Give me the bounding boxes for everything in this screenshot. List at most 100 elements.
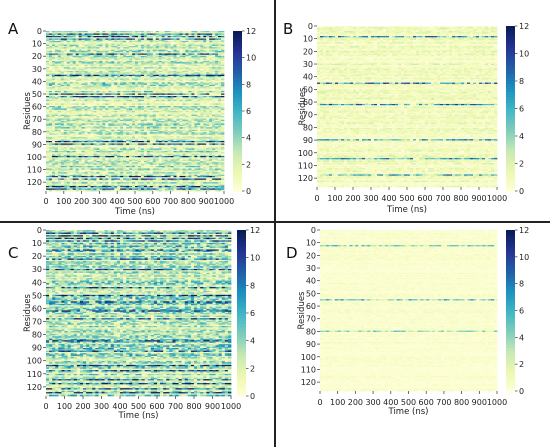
y-tick-label: 70	[32, 115, 42, 124]
colorbar-step	[506, 388, 515, 391]
colorbar-step	[233, 116, 242, 119]
colorbar-step	[506, 241, 515, 244]
y-tick-label: 10	[306, 239, 316, 248]
colorbar-tick-label: 2	[519, 360, 524, 369]
y-tick-label: 20	[32, 52, 42, 61]
colorbar-step	[237, 324, 246, 327]
colorbar-step	[237, 366, 246, 369]
colorbar-step	[506, 166, 515, 169]
colorbar-step	[233, 55, 242, 58]
y-tick-label: 60	[32, 304, 42, 313]
colorbar-step	[506, 111, 515, 114]
y-tick-label: 0	[311, 226, 316, 235]
colorbar-step	[233, 82, 242, 85]
colorbar-step	[237, 352, 246, 355]
y-axis-label: Residues	[23, 293, 33, 332]
colorbar-tick-label: 8	[519, 77, 524, 86]
x-axis-label: Time (ns)	[118, 411, 159, 421]
colorbar-step	[506, 327, 515, 330]
colorbar-step	[506, 260, 515, 263]
x-tick-label: 100	[56, 197, 71, 206]
colorbar-step	[506, 40, 515, 43]
colorbar-step	[237, 266, 246, 269]
x-tick-label: 700	[436, 398, 451, 407]
colorbar-step	[233, 154, 242, 157]
colorbar-step	[506, 332, 515, 335]
colorbar-step	[506, 313, 515, 316]
colorbar-step	[506, 34, 515, 37]
colorbar-step	[233, 140, 242, 143]
colorbar-step	[506, 45, 515, 48]
colorbar-step	[506, 284, 515, 287]
colorbar-tick-label: 4	[250, 337, 255, 346]
colorbar-step	[233, 178, 242, 181]
colorbar-step	[237, 230, 246, 233]
x-axis: 0 100 200 300 400 500 600 700 800 900 1000	[43, 191, 234, 206]
colorbar-step	[233, 60, 242, 63]
colorbar-step	[506, 158, 515, 161]
colorbar-tick-label: 2	[250, 364, 255, 373]
x-tick-label: 1000	[214, 197, 234, 206]
y-tick-label: 110	[298, 161, 313, 170]
colorbar-step	[233, 156, 242, 159]
colorbar-step	[237, 341, 246, 344]
x-tick-label: 200	[75, 402, 90, 411]
colorbar-step	[506, 319, 515, 322]
colorbar-step	[506, 87, 515, 90]
colorbar-step	[506, 265, 515, 268]
colorbar-step	[506, 100, 515, 103]
x-tick-label: 1000	[487, 398, 507, 407]
colorbar-step	[237, 374, 246, 377]
colorbar-step	[506, 370, 515, 373]
colorbar-step	[506, 345, 515, 348]
colorbar-step	[237, 263, 246, 266]
colorbar-step	[237, 302, 246, 305]
colorbar-tick-label: 12	[246, 27, 256, 36]
colorbar-step	[506, 37, 515, 40]
colorbar-tick-label: 12	[250, 226, 260, 235]
colorbar-tick-label: 4	[519, 333, 524, 342]
y-tick-label: 120	[301, 378, 316, 387]
colorbar-step	[233, 170, 242, 173]
colorbar-step	[237, 343, 246, 346]
colorbar-step	[506, 144, 515, 147]
colorbar-tick-label: 6	[246, 107, 251, 116]
colorbar-step	[506, 321, 515, 324]
x-tick-label: 100	[57, 402, 72, 411]
colorbar-step	[233, 52, 242, 55]
y-tick-label: 60	[306, 302, 316, 311]
y-tick-label: 80	[306, 327, 316, 336]
x-tick-label: 300	[94, 402, 109, 411]
y-tick-label: 100	[301, 353, 316, 362]
colorbar-tick-label: 0	[246, 187, 251, 196]
colorbar-tick-label: 2	[519, 160, 524, 169]
y-tick-label: 0	[37, 226, 42, 235]
colorbar-step	[506, 278, 515, 281]
y-tick-label: 0	[37, 27, 42, 36]
colorbar-step	[506, 380, 515, 383]
colorbar-step	[237, 355, 246, 358]
y-tick-label: 40	[303, 73, 313, 82]
colorbar-step	[506, 348, 515, 351]
colorbar-step	[506, 337, 515, 340]
y-tick-label: 30	[303, 60, 313, 69]
colorbar-tick-label: 8	[519, 280, 524, 289]
x-tick-label: 300	[365, 398, 380, 407]
colorbar-step	[506, 133, 515, 136]
colorbar-tick-label: 4	[519, 132, 524, 141]
x-tick-label: 300	[92, 197, 107, 206]
colorbar-step	[506, 233, 515, 236]
y-tick-label: 20	[306, 251, 316, 260]
colorbar-step	[233, 175, 242, 178]
y-axis-label: Residues	[298, 87, 308, 126]
colorbar-step	[506, 311, 515, 314]
colorbar-step	[506, 98, 515, 101]
colorbar-step	[233, 132, 242, 135]
y-tick-label: 100	[298, 149, 313, 158]
colorbar-step	[237, 379, 246, 382]
colorbar-step	[506, 262, 515, 265]
x-tick-label: 600	[417, 194, 432, 203]
colorbar-step	[506, 383, 515, 386]
colorbar-step	[506, 172, 515, 175]
